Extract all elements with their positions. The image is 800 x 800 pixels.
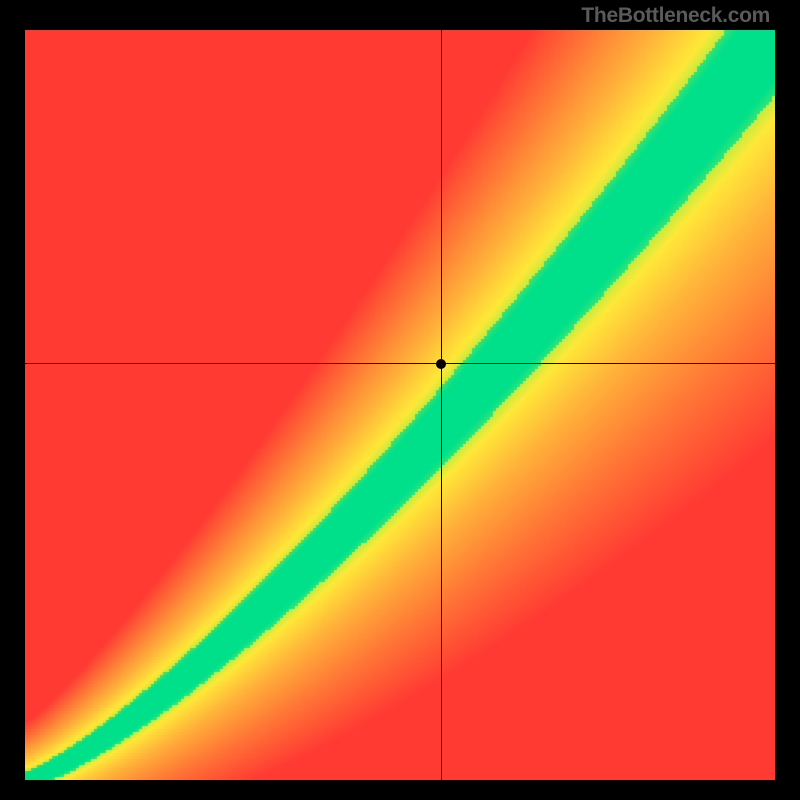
watermark-text: TheBottleneck.com — [581, 4, 770, 28]
chart-container: TheBottleneck.com — [0, 0, 800, 800]
crosshair-vertical — [441, 30, 442, 780]
crosshair-horizontal — [25, 363, 775, 364]
marker-dot — [436, 359, 446, 369]
heatmap-canvas — [25, 30, 775, 780]
